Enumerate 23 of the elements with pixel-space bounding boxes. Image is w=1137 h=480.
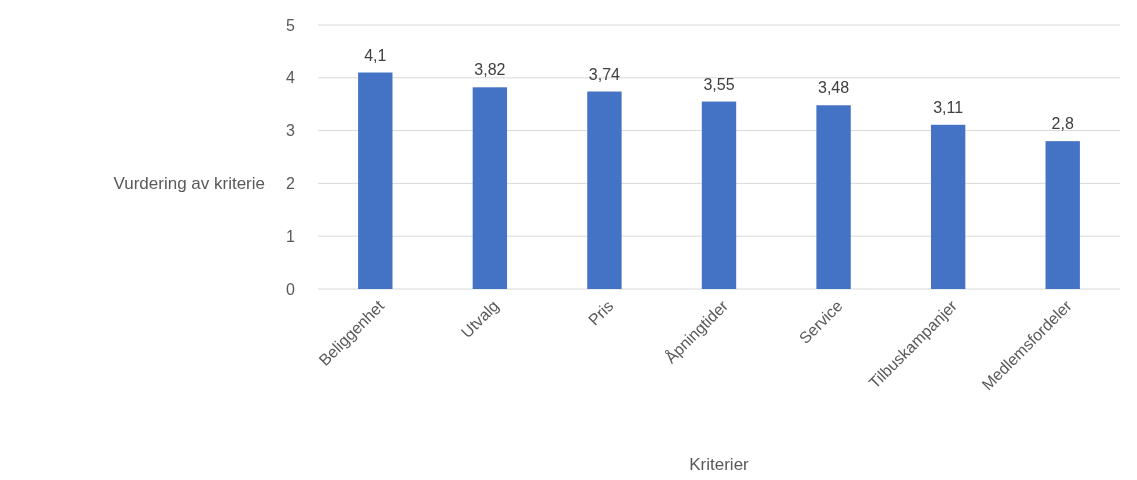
- y-tick-label: 2: [286, 175, 296, 192]
- x-axis-title: Kriterier: [689, 455, 750, 474]
- data-label: 2,8: [1051, 115, 1074, 133]
- bar: [816, 105, 851, 289]
- data-label: 3,82: [474, 61, 506, 79]
- data-label: 3,11: [933, 98, 964, 116]
- x-tick-label: Pris: [585, 297, 617, 329]
- bar: [358, 72, 393, 289]
- data-label: 4,1: [364, 46, 387, 64]
- y-tick-label: 0: [286, 280, 296, 298]
- y-tick-label: 3: [286, 122, 296, 140]
- bar: [701, 101, 737, 289]
- data-label: 3,55: [703, 75, 735, 93]
- bar: [1045, 141, 1080, 289]
- bar: [472, 87, 508, 289]
- bar: [930, 124, 966, 289]
- y-tick-label: 1: [286, 227, 296, 245]
- data-label: 3,48: [818, 79, 850, 97]
- y-tick-label: 5: [286, 16, 296, 34]
- data-label: 3,74: [588, 65, 621, 83]
- y-axis-title: Vurdering av kriterie: [113, 174, 265, 193]
- bar: [587, 91, 622, 289]
- y-tick-label: 4: [286, 69, 296, 87]
